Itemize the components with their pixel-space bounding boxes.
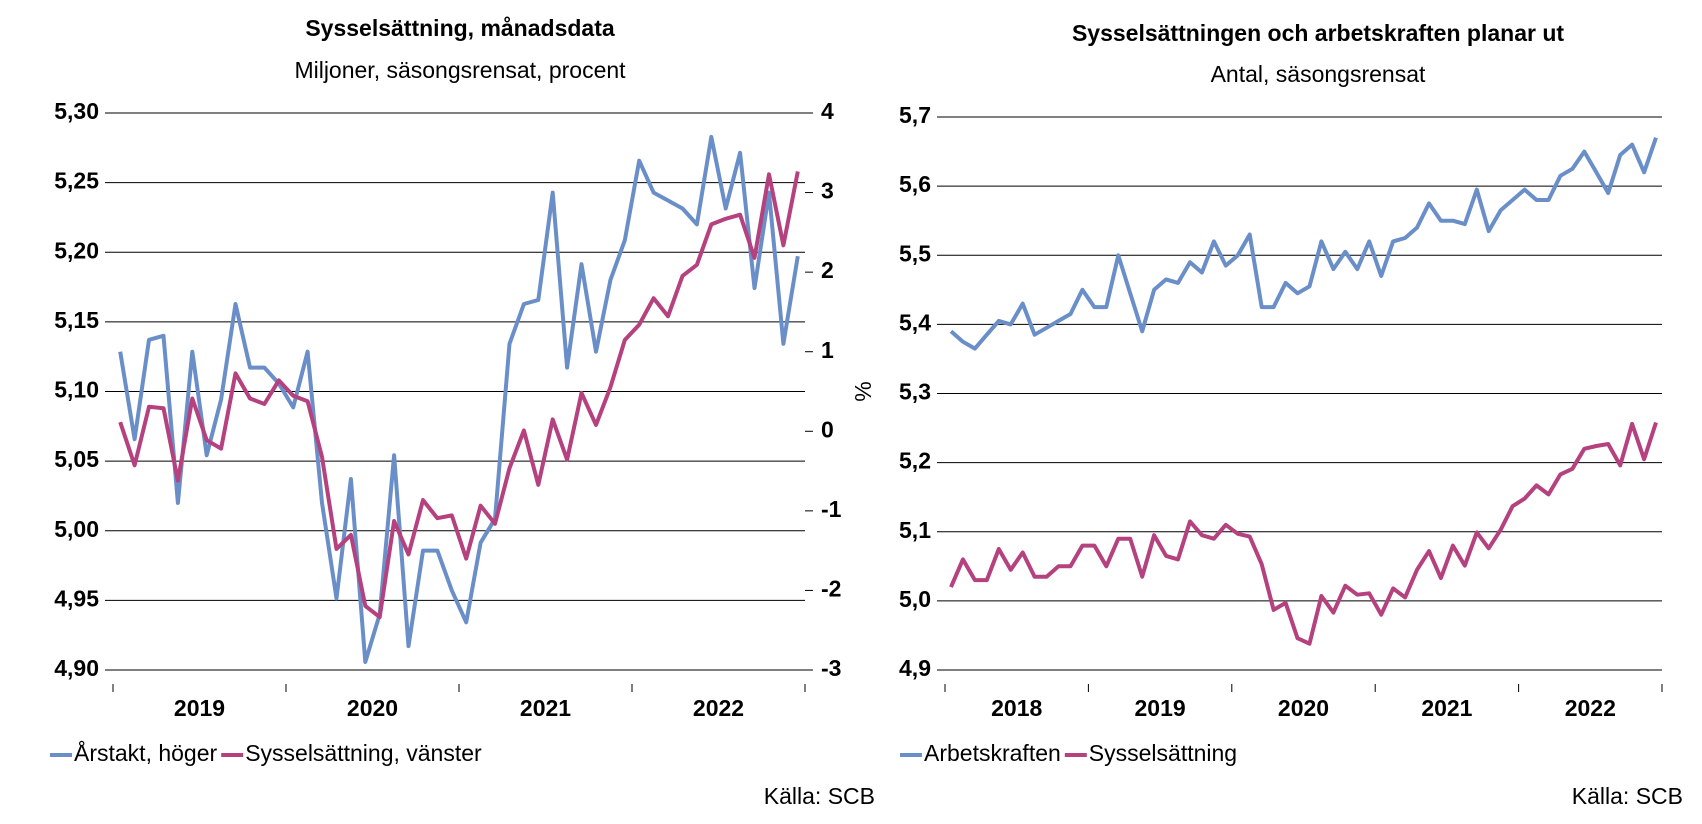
chart-title: Sysselsättningen och arbetskraften plana… xyxy=(1072,20,1564,46)
legend-label: Sysselsättning xyxy=(1089,740,1237,766)
y-tick-label: 5,15 xyxy=(54,307,99,333)
source: Källa: SCB xyxy=(764,783,875,809)
y-tick-label: 5,00 xyxy=(54,516,99,542)
y2-tick-label: 0 xyxy=(821,416,834,442)
legend-label: Årstakt, höger xyxy=(74,739,218,766)
y2-axis-label: % xyxy=(850,381,876,401)
y2-tick-label: -3 xyxy=(821,655,841,681)
y2-tick-label: -2 xyxy=(821,576,841,602)
series-line xyxy=(949,137,1658,351)
y-tick-label: 4,9 xyxy=(899,655,931,681)
y-tick-label: 4,90 xyxy=(54,655,99,681)
x-tick-label: 2021 xyxy=(520,695,571,721)
y2-tick-label: 4 xyxy=(821,98,834,124)
y-tick-label: 5,5 xyxy=(899,240,931,266)
y-tick-label: 5,2 xyxy=(899,448,931,474)
y-tick-label: 5,20 xyxy=(54,237,99,263)
y-tick-label: 5,4 xyxy=(899,309,931,335)
series-line xyxy=(118,171,800,620)
source: Källa: SCB xyxy=(1572,783,1683,809)
y-tick-label: 5,25 xyxy=(54,168,99,194)
y-tick-label: 5,30 xyxy=(54,98,99,124)
chart-subtitle: Antal, säsongsrensat xyxy=(1211,61,1426,87)
y-tick-label: 5,1 xyxy=(899,517,931,543)
x-tick-label: 2021 xyxy=(1421,695,1472,721)
chart-title: Sysselsättning, månadsdata xyxy=(305,15,615,41)
y-tick-label: 5,3 xyxy=(899,379,931,405)
x-tick-label: 2022 xyxy=(1565,695,1616,721)
chart-subtitle: Miljoner, säsongsrensat, procent xyxy=(294,57,626,83)
x-tick-label: 2022 xyxy=(693,695,744,721)
y-tick-label: 5,6 xyxy=(899,171,931,197)
y-tick-label: 5,7 xyxy=(899,102,931,128)
y-tick-label: 4,95 xyxy=(54,585,99,611)
x-tick-label: 2018 xyxy=(991,695,1042,721)
y2-tick-label: -1 xyxy=(821,496,842,522)
x-tick-label: 2020 xyxy=(347,695,398,721)
y2-tick-label: 1 xyxy=(821,337,834,363)
legend-label: Sysselsättning, vänster xyxy=(245,740,482,766)
y2-tick-label: 2 xyxy=(821,257,834,283)
series-line xyxy=(118,134,800,664)
y-tick-label: 5,05 xyxy=(54,446,99,472)
x-tick-label: 2019 xyxy=(174,695,225,721)
x-tick-label: 2019 xyxy=(1135,695,1186,721)
y-tick-label: 5,0 xyxy=(899,586,931,612)
series-line xyxy=(949,421,1658,646)
y-tick-label: 5,10 xyxy=(54,377,99,403)
x-tick-label: 2020 xyxy=(1278,695,1329,721)
legend-label: Arbetskraften xyxy=(924,740,1061,766)
y2-tick-label: 3 xyxy=(821,178,834,204)
